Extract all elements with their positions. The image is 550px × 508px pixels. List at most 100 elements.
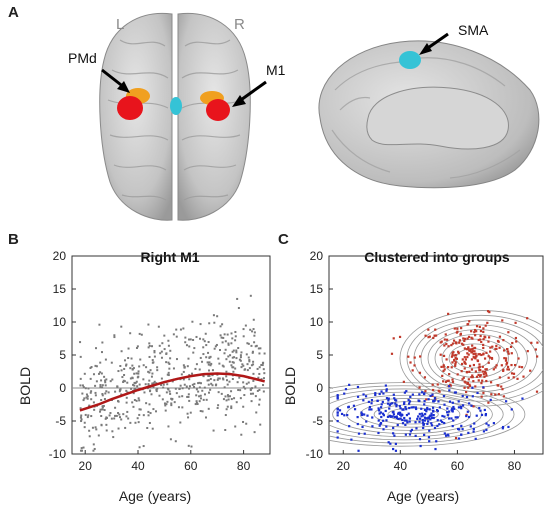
chart-b-point (172, 367, 175, 370)
chart-c-point-blue (475, 414, 478, 417)
chart-b-point (104, 417, 107, 420)
chart-c-point-blue (365, 420, 368, 423)
chart-b-point (181, 387, 184, 390)
chart-c-point-blue (395, 415, 398, 418)
chart-b-point (123, 359, 126, 362)
chart-c-point-blue (344, 388, 348, 391)
chart-b-point (240, 366, 243, 369)
chart-c-point-blue (397, 411, 400, 414)
chart-c-point-red (463, 337, 467, 340)
chart-c-point-blue (408, 417, 412, 420)
chart-b-point (225, 370, 228, 373)
chart-b-point (123, 373, 126, 376)
chart-b-point (224, 414, 227, 417)
chart-b-point (209, 355, 212, 358)
chart-c-point-red (505, 363, 508, 366)
chart-b-point (215, 343, 218, 346)
chart-c-point-red (479, 329, 483, 333)
chart-c-point-blue (419, 417, 422, 420)
chart-c-point-red (444, 380, 448, 384)
chart-b-point (249, 392, 252, 395)
chart-b-point (179, 384, 182, 387)
chart-b-point (81, 449, 84, 452)
chart-c-point-blue (360, 411, 363, 414)
chart-c-point-blue (404, 433, 407, 436)
chart-c-point-blue (418, 393, 421, 396)
chart-b-point (124, 426, 127, 429)
chart-c-point-red (427, 336, 430, 339)
chart-b-point (90, 415, 93, 418)
chart-c-point-red (457, 350, 460, 353)
chart-b-point (147, 323, 150, 326)
chart-b-point (98, 323, 101, 326)
chart-c-point-red (520, 366, 524, 369)
chart-c-point-red (507, 331, 510, 334)
chart-c-point-red (473, 346, 476, 350)
chart-b-point (221, 341, 224, 344)
chart-c-point-red (442, 380, 445, 383)
sma-arrow (419, 32, 449, 55)
chart-c-point-blue (371, 416, 374, 419)
chart-b-point (159, 352, 162, 355)
chart-b-point (230, 332, 233, 335)
chart-c-point-blue (417, 415, 420, 418)
chart-c-point-blue (421, 421, 424, 424)
chart-b-point (229, 354, 232, 357)
chart-b-point (109, 380, 112, 383)
chart-c-point-red (506, 365, 510, 369)
gyri-pattern (107, 39, 243, 201)
chart-c-point-red (466, 337, 469, 340)
chart-c-point-blue (382, 428, 385, 431)
chart-b-point (178, 387, 181, 390)
chart-c-xtick-label: 20 (337, 459, 351, 473)
chart-b-point (213, 321, 216, 324)
chart-c-point-blue (410, 428, 414, 431)
chart-b-point (252, 318, 255, 321)
chart-c-point-red (462, 343, 465, 346)
chart-c-point-red (460, 342, 464, 345)
chart-b-point (135, 346, 138, 349)
chart-b-ytick-label: 5 (59, 348, 66, 362)
chart-b-xtick-label: 20 (79, 459, 93, 473)
chart-b-point (95, 365, 98, 368)
chart-b-point (228, 395, 231, 398)
chart-b-point (135, 372, 138, 375)
chart-c-point-blue (406, 421, 409, 424)
chart-b-point (104, 358, 107, 361)
chart-b-point (258, 352, 261, 355)
chart-b-point (188, 387, 191, 390)
chart-b-point (110, 417, 113, 420)
chart-c-point-red (497, 340, 500, 343)
chart-c-point-blue (411, 393, 414, 396)
chart-b-point (147, 410, 150, 413)
chart-b-point (258, 372, 261, 375)
chart-c-point-red (463, 367, 466, 370)
chart-b-point (153, 349, 156, 352)
chart-c-point-red (467, 353, 470, 356)
chart-c-point-red (424, 390, 427, 393)
chart-c-point-blue (432, 400, 435, 403)
chart-c-point-red (467, 335, 471, 338)
chart-b-point (252, 392, 255, 395)
chart-b-point (142, 414, 145, 417)
chart-c-point-blue (485, 428, 488, 432)
chart-c-point-blue (423, 416, 427, 419)
chart-c-point-blue (363, 432, 366, 435)
chart-c-point-red (472, 405, 475, 408)
chart-b-point (227, 355, 230, 358)
chart-c-point-red (472, 352, 475, 356)
chart-b-point (254, 385, 257, 388)
chart-c-point-blue (421, 418, 424, 422)
chart-b-point (251, 351, 254, 354)
chart-b-point (153, 351, 156, 354)
chart-b-point (205, 398, 208, 401)
chart-c-point-red (462, 337, 465, 340)
chart-c-ytick-label: 0 (316, 381, 323, 395)
chart-b-point (228, 360, 231, 363)
chart-b-point (130, 357, 133, 360)
chart-c-point-blue (357, 449, 360, 452)
chart-b-point (88, 435, 91, 438)
chart-c-point-blue (407, 398, 410, 402)
chart-b-point (228, 380, 231, 383)
chart-c-point-red (475, 355, 478, 358)
